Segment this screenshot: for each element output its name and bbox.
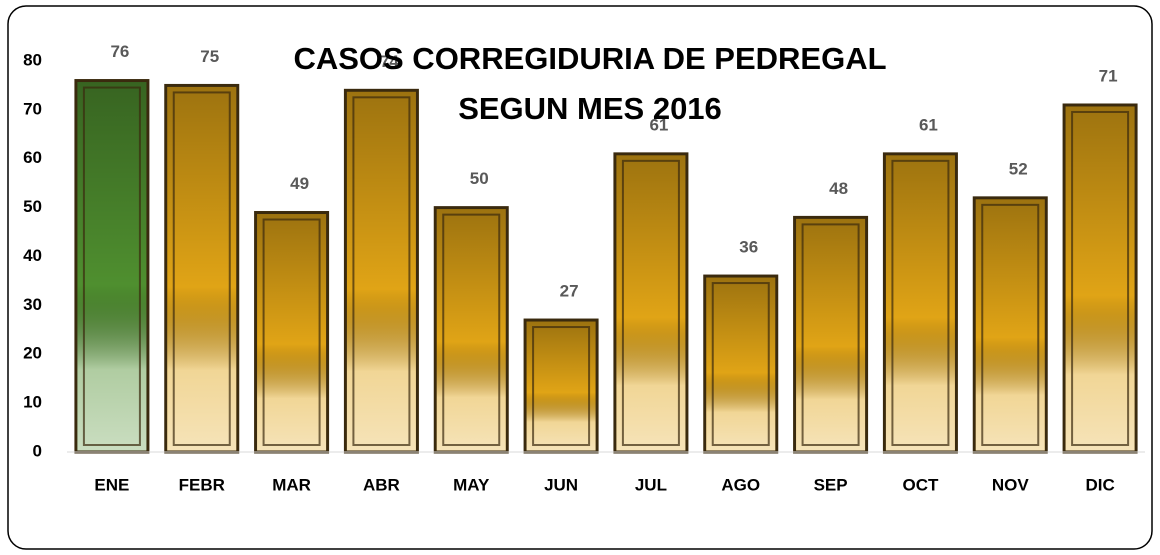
bar-inner [172, 91, 231, 446]
x-tick-label: JUN [544, 475, 578, 494]
data-label: 74 [380, 52, 399, 71]
bar-inner [442, 213, 501, 446]
x-tick-label: AGO [721, 475, 760, 494]
x-tick-label: OCT [902, 475, 939, 494]
data-label: 61 [919, 115, 938, 134]
bar-inner [532, 326, 591, 447]
bar-shade [257, 214, 327, 451]
x-tick-label: DIC [1085, 475, 1114, 494]
y-tick-label: 20 [23, 344, 42, 363]
bar-inner [711, 282, 770, 446]
bar-inner [1071, 110, 1130, 447]
data-label: 48 [829, 179, 848, 198]
y-tick-label: 10 [23, 393, 42, 412]
bar-inner [621, 159, 680, 447]
x-tick-label: MAY [453, 475, 490, 494]
plot: 0 10 20 30 40 50 60 70 80 ENE 76 FEBR 75 MAR 49 ABR 74 MA… [23, 42, 1145, 494]
y-tick-label: 50 [23, 197, 42, 216]
y-tick-label: 0 [33, 441, 42, 460]
bar-inner [82, 86, 141, 447]
data-label: 76 [110, 42, 129, 61]
bar-inner [801, 223, 860, 446]
chart-title: SEGUN MES 2016 [458, 91, 722, 126]
x-tick-label: MAR [272, 475, 311, 494]
bar-inner [981, 203, 1040, 446]
bar-shade [167, 86, 237, 451]
data-label: 36 [739, 238, 758, 257]
x-tick-label: FEBR [179, 475, 225, 494]
chart-title: CASOS CORREGIDURIA DE PEDREGAL [293, 41, 886, 76]
y-tick-label: 60 [23, 148, 42, 167]
data-label: 27 [560, 282, 579, 301]
x-tick-label: ABR [363, 475, 400, 494]
bar-inner [352, 96, 411, 446]
bar-shade [796, 218, 866, 451]
data-label: 52 [1009, 159, 1028, 178]
x-tick-label: NOV [992, 475, 1030, 494]
data-label: 61 [649, 115, 668, 134]
data-label: 71 [1099, 66, 1118, 85]
bar-inner [891, 159, 950, 447]
data-label: 75 [200, 47, 219, 66]
y-tick-label: 80 [23, 50, 42, 69]
bar-shade [346, 91, 416, 451]
bar-shade [77, 82, 147, 451]
y-tick-label: 30 [23, 295, 42, 314]
bar-shade [975, 199, 1045, 451]
x-tick-label: SEP [814, 475, 848, 494]
bar-shade [616, 155, 686, 451]
bar-inner [262, 218, 321, 446]
y-tick-label: 40 [23, 246, 42, 265]
bar-shade [526, 321, 596, 451]
y-tick-label: 70 [23, 99, 42, 118]
bar-shade [885, 155, 955, 451]
x-tick-label: JUL [635, 475, 667, 494]
x-tick-label: ENE [94, 475, 129, 494]
bar-shade [1065, 106, 1135, 451]
bar-shade [706, 277, 776, 451]
data-label: 50 [470, 169, 489, 188]
data-label: 49 [290, 174, 309, 193]
bar-shade [436, 209, 506, 451]
